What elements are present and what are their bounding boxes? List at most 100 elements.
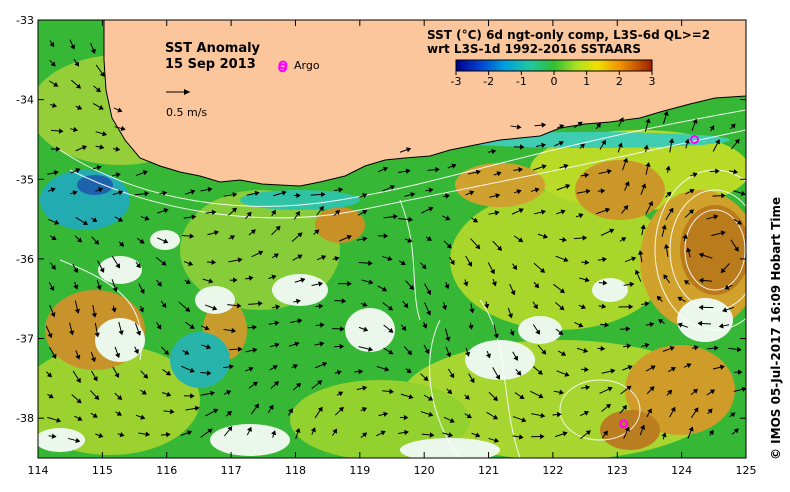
current-arrow xyxy=(444,281,450,290)
current-arrow xyxy=(535,142,546,148)
argo-legend-label: Argo xyxy=(294,59,320,72)
current-arrow xyxy=(73,281,79,290)
current-arrow xyxy=(70,190,78,196)
current-arrow xyxy=(271,430,277,438)
current-arrow xyxy=(423,344,430,355)
y-tick-label: -38 xyxy=(16,412,34,425)
current-arrow xyxy=(268,320,280,326)
current-arrow xyxy=(422,321,428,329)
current-arrow xyxy=(447,163,457,169)
current-arrow xyxy=(574,322,584,328)
current-arrow xyxy=(69,322,75,336)
current-arrow xyxy=(665,191,672,198)
current-arrow xyxy=(291,232,303,243)
current-arrow xyxy=(533,262,546,273)
current-arrow xyxy=(360,432,368,438)
y-axis: -33-34-35-36-37-38 xyxy=(16,14,746,425)
current-arrow xyxy=(533,281,540,289)
current-arrow xyxy=(205,304,218,311)
current-arrow xyxy=(685,188,695,195)
current-arrow xyxy=(200,370,212,376)
current-arrow xyxy=(182,233,195,239)
current-arrow xyxy=(697,320,711,327)
x-axis: 114 115 116 117 118 119 120 121 122 123 124 125 xyxy=(28,20,757,477)
current-arrow xyxy=(314,341,325,347)
current-arrow xyxy=(271,304,281,310)
current-arrow xyxy=(47,170,59,176)
current-arrow xyxy=(138,283,145,294)
current-arrow xyxy=(359,193,368,199)
current-arrow xyxy=(271,209,276,217)
current-arrow xyxy=(398,216,413,223)
x-tick-label: 125 xyxy=(736,464,757,477)
current-arrow xyxy=(724,284,733,290)
current-arrow xyxy=(493,324,499,339)
colorbar-tick-label: 3 xyxy=(649,75,656,88)
current-arrow xyxy=(200,186,213,193)
current-arrow xyxy=(402,300,409,309)
colorbar-tick-label: 1 xyxy=(583,75,590,88)
current-arrow xyxy=(537,233,548,239)
current-arrow xyxy=(420,373,429,382)
current-arrow xyxy=(378,411,389,417)
current-arrow xyxy=(223,364,234,370)
argo-markers xyxy=(278,63,700,429)
current-arrow xyxy=(509,329,515,336)
current-arrow xyxy=(730,138,740,150)
current-arrow xyxy=(50,102,58,108)
current-arrow xyxy=(641,301,650,307)
current-arrow xyxy=(620,326,631,332)
x-tick-label: 119 xyxy=(349,464,370,477)
current-arrow xyxy=(246,426,252,436)
current-arrow xyxy=(534,122,547,128)
current-arrow xyxy=(245,211,252,220)
current-arrow xyxy=(424,302,432,316)
current-arrow xyxy=(180,430,193,436)
current-arrow xyxy=(645,200,653,215)
current-arrow xyxy=(288,341,300,347)
current-arrow xyxy=(658,319,665,324)
current-arrow xyxy=(95,432,104,438)
current-arrow xyxy=(47,393,54,399)
y-tick-label: -33 xyxy=(16,14,34,27)
current-vectors xyxy=(45,39,746,444)
current-arrow xyxy=(288,408,293,416)
current-arrow xyxy=(581,259,590,266)
current-arrow xyxy=(669,406,676,418)
current-arrow xyxy=(464,413,472,419)
current-arrow xyxy=(50,128,64,134)
credit-text: © IMOS 05-Jul-2017 16:09 Hobart Time xyxy=(769,197,783,460)
current-arrow xyxy=(639,424,646,436)
current-arrow xyxy=(599,386,613,394)
current-arrow xyxy=(314,361,328,369)
current-arrow xyxy=(227,302,242,309)
current-arrow xyxy=(677,322,689,328)
current-arrow xyxy=(467,169,481,175)
current-arrow xyxy=(532,366,543,375)
current-arrow xyxy=(111,305,117,313)
current-arrow xyxy=(269,365,278,371)
current-arrow xyxy=(314,406,323,419)
current-arrow xyxy=(49,346,57,360)
current-arrow xyxy=(533,209,546,215)
current-arrow xyxy=(315,303,324,309)
current-arrow xyxy=(313,229,320,235)
current-arrow xyxy=(404,237,413,243)
current-arrow xyxy=(223,192,238,198)
current-arrow xyxy=(160,346,169,356)
current-arrow xyxy=(70,126,79,133)
current-arrow xyxy=(709,168,720,174)
current-arrow xyxy=(425,187,434,193)
colorbar-ticks: -3 -2 -1 0 1 2 3 xyxy=(451,71,656,88)
current-arrow xyxy=(96,279,102,291)
current-arrow xyxy=(427,166,440,173)
current-arrow xyxy=(580,430,591,439)
current-arrow xyxy=(712,364,725,370)
current-arrow xyxy=(49,304,56,318)
current-arrow xyxy=(598,168,612,175)
current-arrow xyxy=(712,139,720,152)
current-arrow xyxy=(468,373,475,384)
current-arrow xyxy=(559,163,569,169)
current-arrow xyxy=(579,143,585,149)
current-arrow xyxy=(443,240,452,249)
